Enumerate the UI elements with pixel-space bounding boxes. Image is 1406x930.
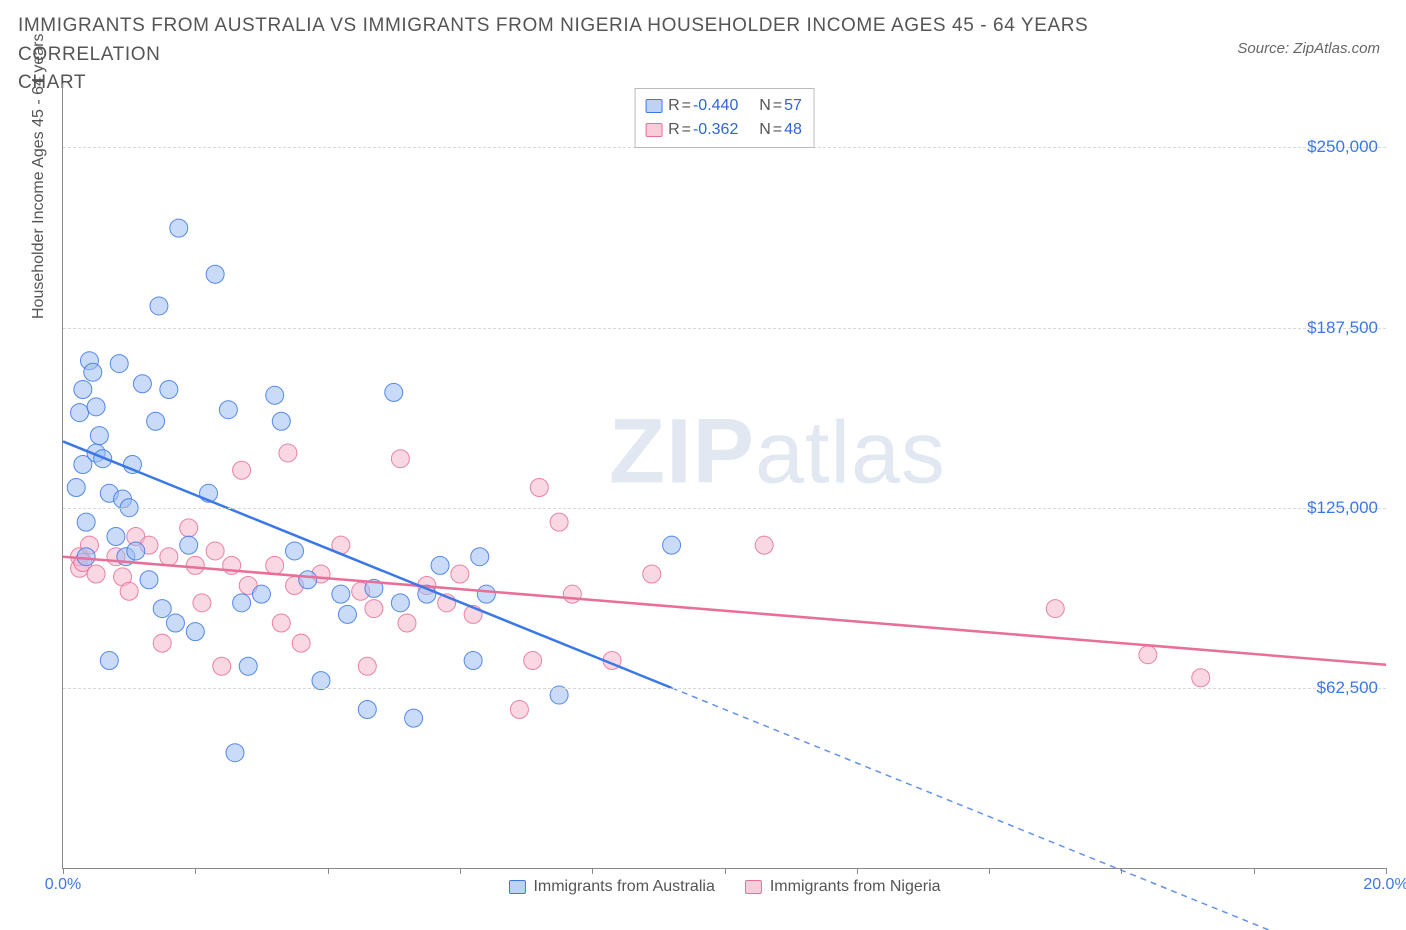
plot-area: ZIPatlas R = -0.440 N = 57 R = -0.362 N … (62, 84, 1386, 869)
legend-label-2: Immigrants from Nigeria (770, 878, 941, 896)
series-australia (67, 219, 680, 762)
legend-item-2: Immigrants from Nigeria (745, 878, 941, 896)
legend-n-1: 57 (784, 94, 802, 118)
scatter-overlay (63, 84, 1386, 868)
legend-series: Immigrants from Australia Immigrants fro… (508, 878, 940, 896)
x-tick (460, 868, 461, 874)
y-axis-label: Householder Income Ages 45 - 64 years (30, 34, 48, 320)
legend-swatch-2 (645, 123, 662, 137)
gridline (63, 328, 1386, 329)
x-tick (725, 868, 726, 874)
regression-nigeria (63, 557, 1386, 665)
gridline (63, 688, 1386, 689)
x-tick (1254, 868, 1255, 874)
y-tick-label: $250,000 (1307, 137, 1378, 157)
chart: Householder Income Ages 45 - 64 years ZI… (40, 84, 1386, 894)
legend-stats-row-2: R = -0.362 N = 48 (645, 118, 802, 142)
legend-label-1: Immigrants from Australia (533, 878, 714, 896)
y-tick-label: $62,500 (1317, 678, 1378, 698)
x-tick (195, 868, 196, 874)
x-tick (1386, 868, 1387, 874)
x-tick-label: 0.0% (45, 876, 81, 894)
series-nigeria (71, 444, 1210, 719)
legend-swatch-b1 (508, 880, 525, 894)
x-tick (592, 868, 593, 874)
x-tick (63, 868, 64, 874)
y-tick-label: $125,000 (1307, 498, 1378, 518)
x-tick (1121, 868, 1122, 874)
source-prefix: Source: (1237, 40, 1293, 57)
x-tick (989, 868, 990, 874)
source-label: Source: ZipAtlas.com (1237, 12, 1386, 57)
legend-item-1: Immigrants from Australia (508, 878, 714, 896)
gridline (63, 508, 1386, 509)
x-tick-label: 20.0% (1363, 876, 1406, 894)
x-tick (857, 868, 858, 874)
y-tick-label: $187,500 (1307, 318, 1378, 338)
legend-r-2: -0.362 (693, 118, 738, 142)
legend-stats: R = -0.440 N = 57 R = -0.362 N = 48 (634, 88, 815, 148)
legend-swatch-1 (645, 99, 662, 113)
title-line1: IMMIGRANTS FROM AUSTRALIA VS IMMIGRANTS … (18, 15, 1088, 65)
legend-swatch-b2 (745, 880, 762, 894)
x-tick (328, 868, 329, 874)
legend-n-2: 48 (784, 118, 802, 142)
source-name: ZipAtlas.com (1293, 40, 1380, 57)
legend-r-1: -0.440 (693, 94, 738, 118)
legend-stats-row-1: R = -0.440 N = 57 (645, 94, 802, 118)
